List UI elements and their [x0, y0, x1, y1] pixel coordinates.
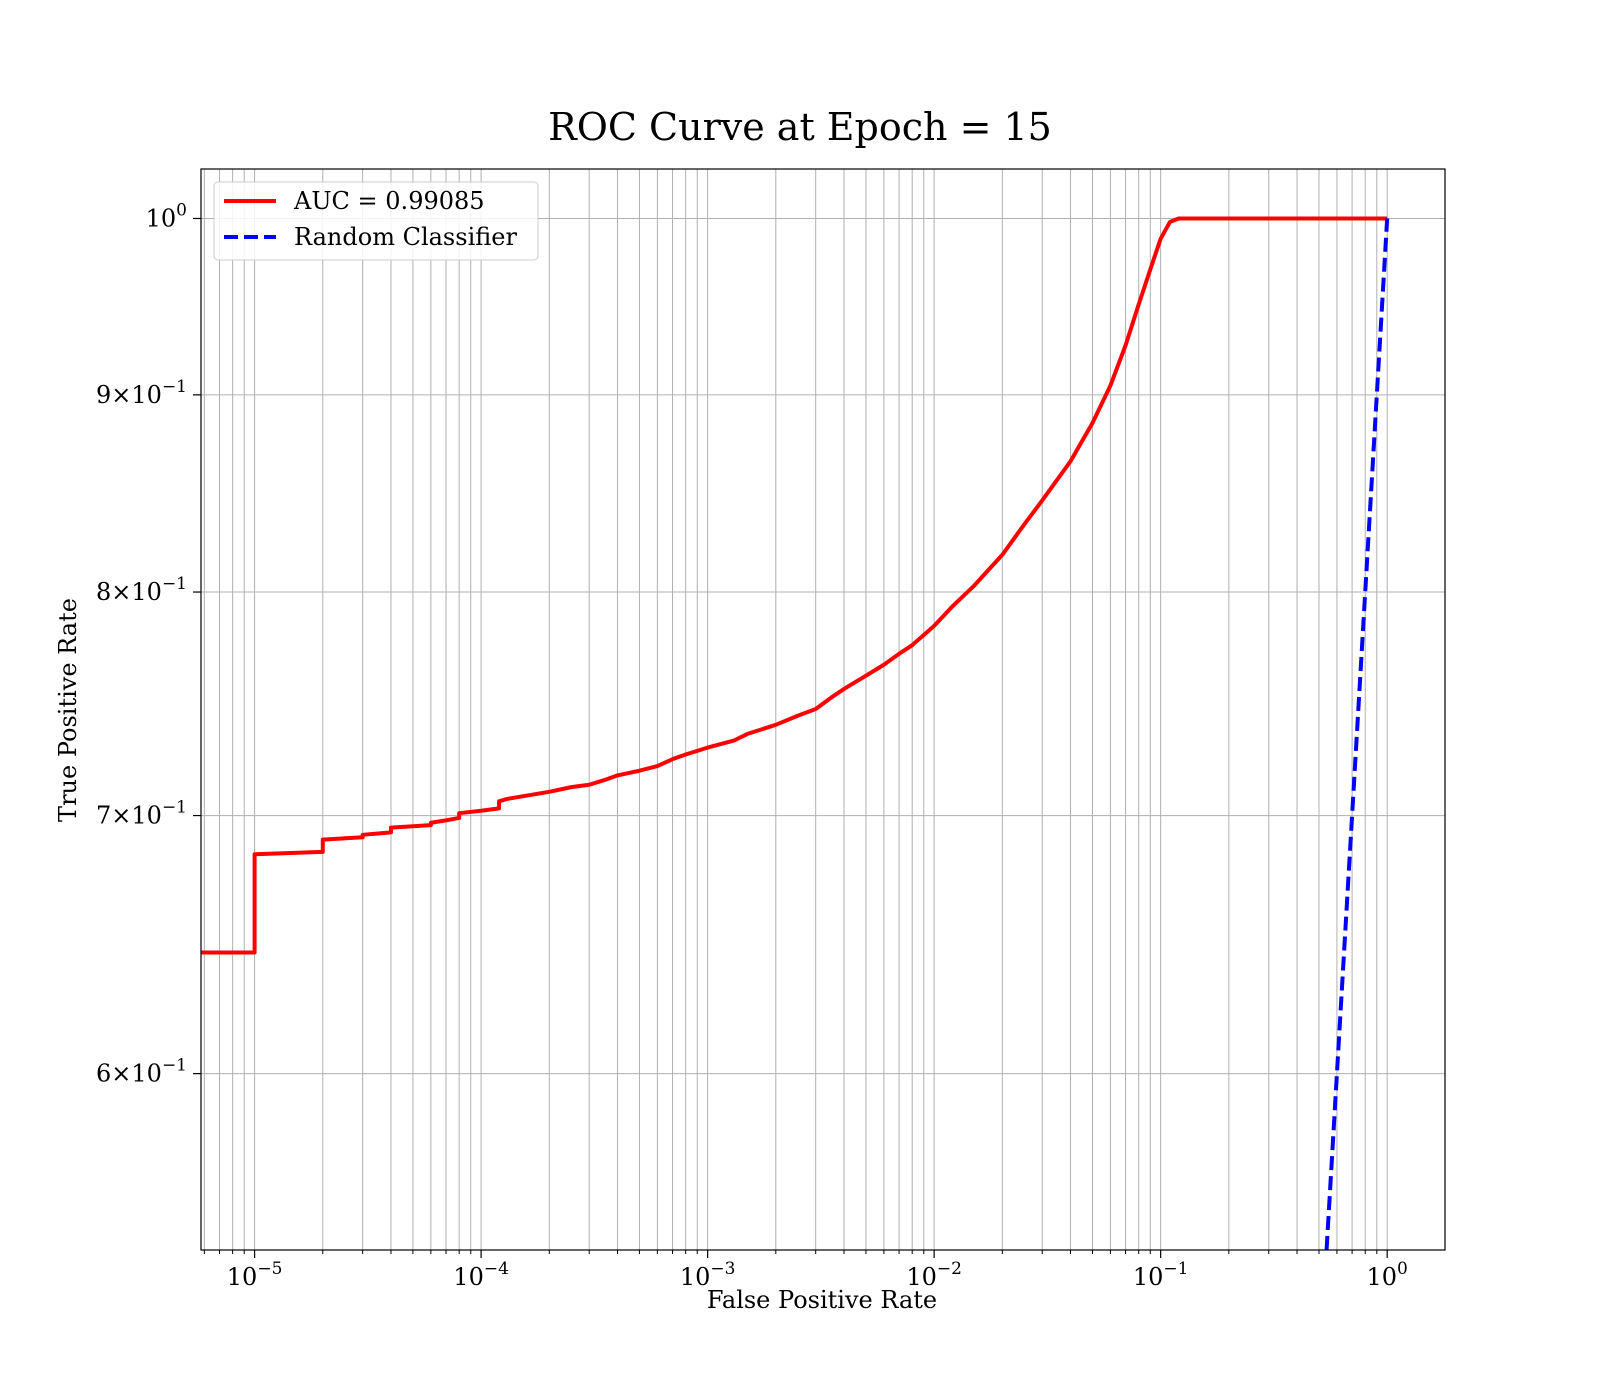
y-axis-label: True Positive Rate	[54, 598, 82, 822]
legend-box	[213, 181, 539, 261]
legend: AUC = 0.99085 Random Classifier	[213, 181, 539, 261]
chart-title: ROC Curve at Epoch = 15	[548, 105, 1052, 149]
y-tick-label: 6×10−1	[96, 1056, 187, 1088]
series-layer	[201, 216, 1390, 1250]
legend-label-auc: AUC = 0.99085	[293, 187, 485, 215]
grid-lines	[201, 169, 1445, 1250]
x-tick-label: 10−1	[1133, 1259, 1189, 1291]
y-tick-label: 9×10−1	[96, 377, 187, 409]
tick-layer: 10−5 10−4 10−3 10−2 10−1 100 100 9×10−1 8×10−1 7×…	[96, 200, 1408, 1291]
y-tick-label: 100	[146, 200, 187, 232]
x-tick-label: 10−4	[453, 1259, 509, 1291]
x-tick-label: 100	[1366, 1259, 1407, 1291]
random-classifier-line	[1324, 218, 1390, 1250]
x-tick-label: 10−2	[906, 1259, 962, 1291]
plot-frame	[200, 168, 1446, 1251]
y-tick-label: 7×10−1	[96, 798, 187, 830]
x-axis-label: False Positive Rate	[707, 1286, 937, 1314]
x-tick-label: 10−5	[227, 1259, 283, 1291]
roc-curve-line	[201, 216, 1388, 955]
x-tick-label: 10−3	[680, 1259, 736, 1291]
y-tick-label: 8×10−1	[96, 574, 187, 606]
legend-label-random: Random Classifier	[294, 223, 517, 251]
